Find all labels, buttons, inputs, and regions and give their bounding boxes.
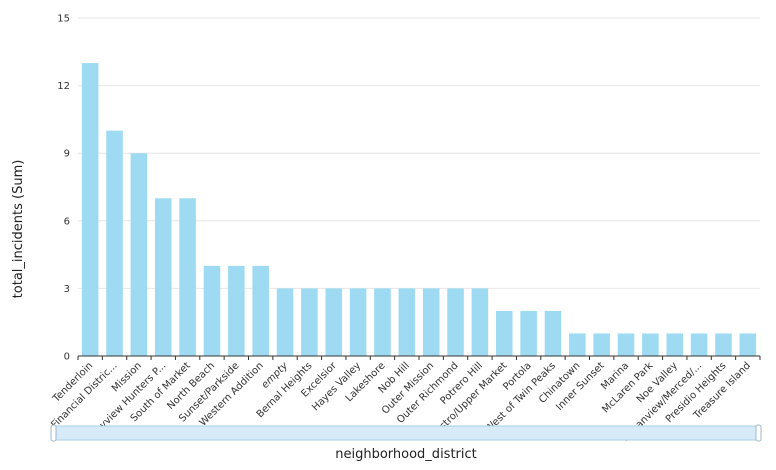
bar[interactable] — [617, 333, 635, 356]
bar[interactable] — [179, 198, 196, 356]
scrollbar-track[interactable] — [52, 425, 760, 441]
bar[interactable] — [569, 333, 586, 356]
scrollbar-right-handle[interactable] — [755, 424, 762, 442]
bar[interactable] — [715, 333, 732, 356]
bar[interactable] — [690, 333, 708, 356]
bar[interactable] — [203, 265, 221, 356]
bar[interactable] — [349, 288, 367, 356]
bar[interactable] — [739, 333, 757, 356]
bar[interactable] — [422, 288, 440, 356]
bars — [81, 63, 757, 357]
bar[interactable] — [520, 310, 537, 356]
bar[interactable] — [398, 288, 416, 356]
axes — [77, 355, 761, 360]
y-tick-label: 0 — [64, 352, 70, 363]
bar[interactable] — [544, 310, 562, 356]
x-axis-title: neighborhood_district — [335, 447, 477, 462]
y-tick-labels: 0 3 6 9 12 15 — [57, 14, 70, 363]
bar[interactable] — [666, 333, 684, 356]
bar[interactable] — [642, 333, 659, 356]
bar[interactable] — [471, 288, 489, 356]
bar[interactable] — [325, 288, 343, 356]
y-tick-label: 15 — [57, 14, 70, 25]
range-scrollbar[interactable] — [50, 424, 762, 442]
bar[interactable] — [495, 310, 513, 356]
y-tick-label: 9 — [64, 149, 70, 160]
bar[interactable] — [228, 265, 245, 356]
y-tick-label: 3 — [64, 284, 70, 295]
y-tick-label: 6 — [64, 216, 70, 227]
bar[interactable] — [130, 153, 148, 356]
bar[interactable] — [593, 333, 610, 356]
bar[interactable] — [154, 198, 172, 356]
bar[interactable] — [447, 288, 464, 356]
y-tick-label: 12 — [57, 81, 70, 92]
bar[interactable] — [276, 288, 294, 356]
y-axis-title: total_incidents (Sum) — [11, 160, 26, 299]
bar[interactable] — [106, 130, 123, 356]
bar[interactable] — [252, 265, 269, 356]
bar[interactable] — [81, 63, 99, 357]
bar[interactable] — [374, 288, 391, 356]
bar[interactable] — [301, 288, 318, 356]
scrollbar-left-handle[interactable] — [50, 424, 57, 442]
